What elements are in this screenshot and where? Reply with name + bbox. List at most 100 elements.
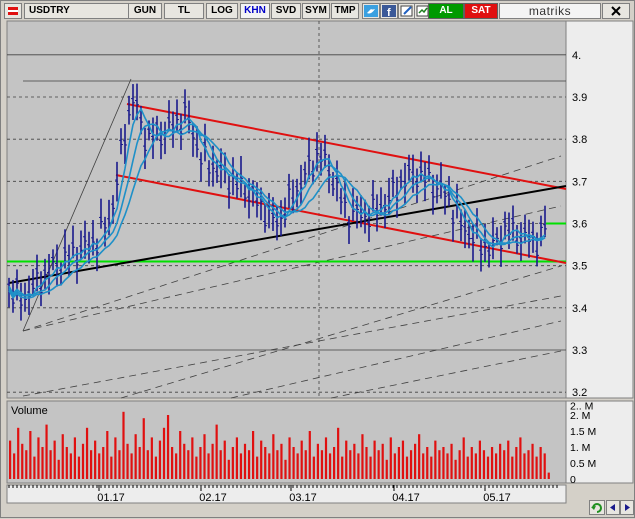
volume-bar bbox=[426, 447, 429, 479]
volume-bar bbox=[418, 434, 421, 479]
volume-bar bbox=[288, 437, 291, 479]
volume-bar bbox=[61, 434, 64, 479]
price-tick-label: 3.2 bbox=[572, 387, 587, 399]
facebook-icon[interactable]: f bbox=[380, 3, 398, 19]
price-axis bbox=[565, 20, 634, 399]
volume-bar bbox=[490, 447, 494, 479]
sym-button[interactable]: SYM bbox=[302, 3, 330, 19]
volume-bar bbox=[94, 440, 97, 479]
volume-bar bbox=[507, 440, 510, 479]
time-tick-label: 05.17 bbox=[483, 492, 511, 504]
volume-bar bbox=[434, 440, 437, 479]
tmp-button[interactable]: TMP bbox=[331, 3, 359, 19]
volume-bar bbox=[503, 450, 506, 479]
channel-lower-line bbox=[115, 174, 567, 264]
buy-button[interactable]: AL bbox=[428, 3, 464, 19]
volume-bar bbox=[474, 453, 477, 479]
khn-button[interactable]: KHN bbox=[240, 3, 270, 19]
svg-text:f: f bbox=[387, 7, 391, 18]
volume-bar bbox=[53, 440, 56, 479]
volume-bar bbox=[219, 450, 222, 479]
twitter-icon[interactable] bbox=[362, 3, 380, 19]
volume-bar bbox=[41, 447, 44, 479]
time-tick-label: 02.17 bbox=[199, 492, 227, 504]
volume-bar bbox=[535, 456, 538, 479]
tl-button[interactable]: TL bbox=[164, 3, 204, 19]
volume-bar bbox=[203, 434, 206, 479]
volume-axis bbox=[565, 400, 634, 484]
price-tick-label: 3.6 bbox=[572, 219, 587, 231]
volume-bar bbox=[442, 447, 445, 479]
volume-bar bbox=[110, 456, 113, 479]
volume-bar bbox=[499, 443, 502, 479]
arrow-left-icon[interactable] bbox=[606, 500, 620, 515]
volume-bar bbox=[353, 443, 356, 479]
volume-bar bbox=[150, 437, 153, 479]
volume-bar bbox=[466, 456, 469, 479]
volume-bar bbox=[45, 424, 48, 479]
volume-bar bbox=[377, 450, 380, 479]
volume-bar bbox=[539, 447, 542, 479]
volume-bar bbox=[308, 431, 311, 479]
volume-bar bbox=[122, 411, 125, 479]
volume-bar bbox=[126, 443, 129, 479]
brand-logo: matriks bbox=[499, 3, 601, 19]
svd-button[interactable]: SVD bbox=[271, 3, 301, 19]
volume-bar bbox=[296, 453, 299, 479]
volume-bar bbox=[114, 437, 117, 479]
refresh-icon[interactable] bbox=[589, 500, 605, 515]
volume-bar bbox=[276, 450, 279, 479]
volume-bar bbox=[341, 456, 344, 479]
sell-button[interactable]: SAT bbox=[464, 3, 498, 19]
volume-bar bbox=[272, 434, 275, 479]
volume-bar bbox=[57, 459, 60, 479]
price-tick-label: 3.4 bbox=[572, 303, 587, 315]
volume-bar bbox=[49, 450, 52, 479]
volume-tick-label: 1. M bbox=[570, 442, 590, 454]
symbol-field[interactable]: USDTRY bbox=[24, 3, 130, 19]
log-button[interactable]: LOG bbox=[206, 3, 238, 19]
arrow-right-icon[interactable] bbox=[620, 500, 634, 515]
volume-bar bbox=[235, 437, 238, 479]
volume-bar bbox=[304, 450, 307, 479]
volume-bar bbox=[519, 437, 522, 479]
price-tick-label: 3.5 bbox=[572, 261, 587, 273]
volume-bar bbox=[231, 447, 234, 479]
volume-bar bbox=[495, 453, 498, 479]
volume-bar bbox=[69, 453, 72, 479]
gun-button[interactable]: GUN bbox=[128, 3, 162, 19]
volume-bars bbox=[9, 411, 550, 479]
volume-bar bbox=[345, 440, 348, 479]
volume-bar bbox=[29, 431, 32, 479]
edit-icon[interactable] bbox=[398, 3, 416, 19]
volume-bar bbox=[247, 450, 251, 479]
volume-bar bbox=[511, 456, 514, 479]
volume-bar bbox=[543, 453, 546, 479]
volume-bar bbox=[199, 447, 202, 479]
volume-bar bbox=[215, 424, 218, 479]
volume-bar bbox=[357, 453, 360, 479]
volume-bar bbox=[401, 440, 405, 479]
volume-bar bbox=[260, 440, 263, 479]
fan-line bbox=[22, 295, 562, 397]
volume-bar bbox=[154, 456, 157, 479]
volume-bar bbox=[207, 453, 210, 479]
volume-bar bbox=[81, 443, 85, 479]
close-icon[interactable] bbox=[602, 3, 630, 19]
volume-bar bbox=[393, 453, 396, 479]
flag-icon[interactable] bbox=[4, 3, 22, 19]
fan-line bbox=[230, 320, 562, 399]
volume-bar bbox=[369, 456, 372, 479]
volume-bar bbox=[264, 447, 267, 479]
volume-bar bbox=[438, 450, 441, 479]
volume-bar bbox=[316, 443, 319, 479]
volume-bar bbox=[337, 427, 340, 479]
volume-bar bbox=[166, 415, 170, 479]
trend-line bbox=[8, 185, 567, 284]
volume-bar bbox=[361, 434, 364, 479]
volume-bar bbox=[328, 453, 332, 479]
price-tick-label: 3.9 bbox=[572, 92, 587, 104]
moving-average-line bbox=[8, 107, 546, 297]
volume-bar bbox=[446, 453, 449, 479]
volume-bar bbox=[300, 440, 303, 479]
